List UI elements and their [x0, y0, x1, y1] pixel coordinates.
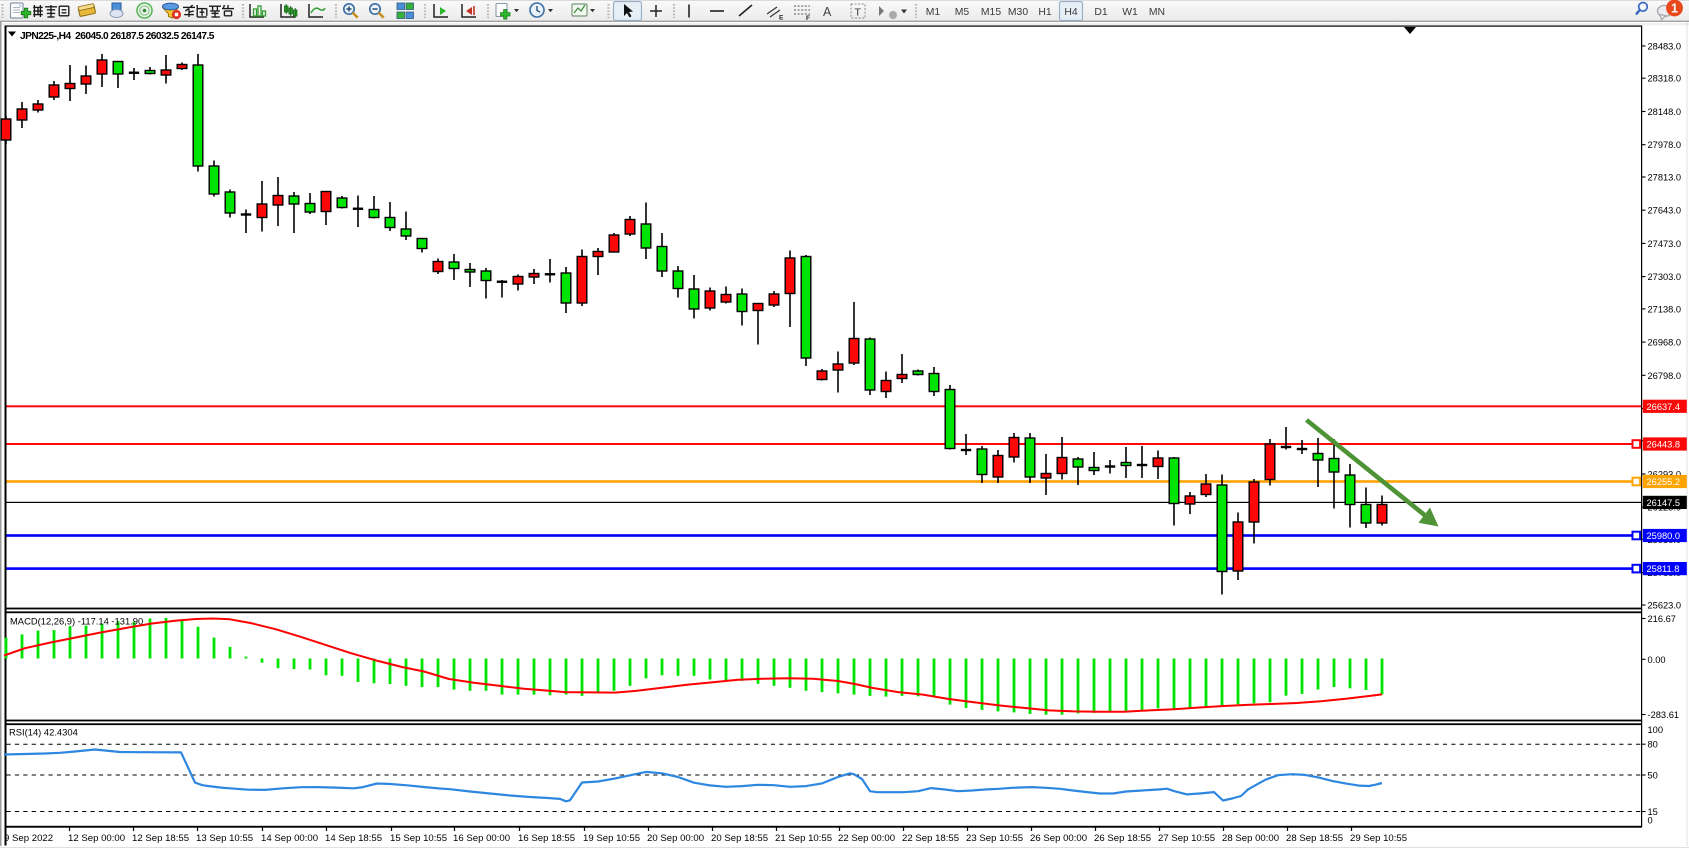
svg-text:28148.0: 28148.0 — [1648, 107, 1682, 117]
svg-text:27643.0: 27643.0 — [1648, 206, 1682, 216]
svg-text:H4: H4 — [1064, 7, 1078, 18]
svg-text:15: 15 — [1648, 807, 1658, 817]
svg-text:50: 50 — [1648, 771, 1658, 781]
svg-text:-283.61: -283.61 — [1648, 710, 1680, 720]
svg-text:28483.0: 28483.0 — [1648, 42, 1682, 52]
svg-text:26637.4: 26637.4 — [1647, 402, 1681, 412]
svg-text:26 Sep 00:00: 26 Sep 00:00 — [1030, 833, 1087, 844]
svg-text:12 Sep 00:00: 12 Sep 00:00 — [68, 833, 125, 844]
svg-text:26293.0: 26293.0 — [1648, 470, 1682, 480]
svg-text:28 Sep 00:00: 28 Sep 00:00 — [1222, 833, 1279, 844]
svg-text:27813.0: 27813.0 — [1648, 173, 1682, 183]
svg-text:27 Sep 10:55: 27 Sep 10:55 — [1158, 833, 1215, 844]
svg-text:M15: M15 — [981, 7, 1001, 18]
svg-text:29 Sep 10:55: 29 Sep 10:55 — [1350, 833, 1407, 844]
svg-text:MACD(12,26,9) -117.14 -131.90: MACD(12,26,9) -117.14 -131.90 — [10, 615, 143, 626]
svg-text:M30: M30 — [1008, 7, 1028, 18]
svg-text:12 Sep 18:55: 12 Sep 18:55 — [132, 833, 189, 844]
svg-text:RSI(14) 42.4304: RSI(14) 42.4304 — [9, 727, 78, 738]
svg-text:25980.0: 25980.0 — [1647, 531, 1681, 541]
svg-text:E: E — [779, 15, 784, 22]
svg-text:27138.0: 27138.0 — [1648, 304, 1682, 314]
svg-text:W1: W1 — [1122, 7, 1138, 18]
svg-text:100: 100 — [1648, 725, 1664, 735]
svg-text:26798.0: 26798.0 — [1648, 371, 1682, 381]
svg-text:20 Sep 18:55: 20 Sep 18:55 — [711, 833, 768, 844]
svg-text:JPN225-,H4 26045.0 26187.5 26: JPN225-,H4 26045.0 26187.5 26032.5 26147… — [20, 31, 215, 42]
svg-text:26968.0: 26968.0 — [1648, 338, 1682, 348]
svg-text:27303.0: 27303.0 — [1648, 272, 1682, 282]
svg-text:13 Sep 10:55: 13 Sep 10:55 — [196, 833, 253, 844]
svg-text:M5: M5 — [955, 7, 970, 18]
svg-text:25623.0: 25623.0 — [1648, 601, 1682, 611]
svg-text:M1: M1 — [926, 7, 941, 18]
svg-text:27978.0: 27978.0 — [1648, 140, 1682, 150]
svg-text:19 Sep 10:55: 19 Sep 10:55 — [583, 833, 640, 844]
svg-text:26255.2: 26255.2 — [1647, 477, 1681, 487]
svg-text:28318.0: 28318.0 — [1648, 74, 1682, 84]
svg-text:D1: D1 — [1094, 7, 1108, 18]
svg-text:23 Sep 10:55: 23 Sep 10:55 — [966, 833, 1023, 844]
svg-text:0: 0 — [1648, 815, 1653, 825]
svg-text:14 Sep 00:00: 14 Sep 00:00 — [261, 833, 318, 844]
svg-text:F: F — [806, 15, 810, 22]
svg-text:28 Sep 18:55: 28 Sep 18:55 — [1286, 833, 1343, 844]
svg-text:26 Sep 18:55: 26 Sep 18:55 — [1094, 833, 1151, 844]
svg-text:22 Sep 00:00: 22 Sep 00:00 — [838, 833, 895, 844]
svg-text:16 Sep 00:00: 16 Sep 00:00 — [453, 833, 510, 844]
svg-text:H1: H1 — [1038, 7, 1052, 18]
svg-text:14 Sep 18:55: 14 Sep 18:55 — [325, 833, 382, 844]
svg-text:25811.8: 25811.8 — [1647, 564, 1680, 574]
svg-text:21 Sep 10:55: 21 Sep 10:55 — [775, 833, 832, 844]
svg-text:80: 80 — [1648, 740, 1658, 750]
svg-text:26147.5: 26147.5 — [1647, 498, 1681, 508]
svg-text:27473.0: 27473.0 — [1648, 239, 1682, 249]
svg-text:16 Sep 18:55: 16 Sep 18:55 — [518, 833, 575, 844]
svg-text:20 Sep 00:00: 20 Sep 00:00 — [647, 833, 704, 844]
svg-text:9 Sep 2022: 9 Sep 2022 — [4, 833, 53, 844]
svg-text:A: A — [823, 5, 832, 19]
svg-text:0.00: 0.00 — [1648, 655, 1666, 665]
svg-text:T: T — [855, 7, 862, 19]
svg-text:216.67: 216.67 — [1648, 614, 1676, 624]
svg-text:22 Sep 18:55: 22 Sep 18:55 — [902, 833, 959, 844]
svg-text:MN: MN — [1149, 7, 1165, 18]
svg-text:1: 1 — [1671, 2, 1678, 16]
svg-text:15 Sep 10:55: 15 Sep 10:55 — [390, 833, 447, 844]
svg-text:26443.8: 26443.8 — [1647, 440, 1681, 450]
